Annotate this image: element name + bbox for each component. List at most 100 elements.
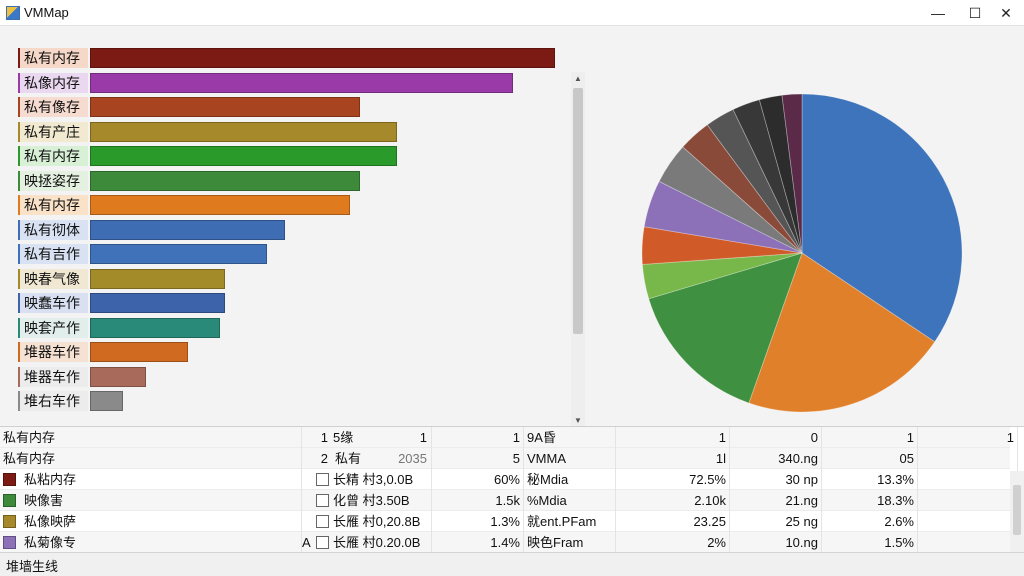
table-row[interactable]: 映像害 化曾 村3.50B 1.5k %Mdia 2.10k 21.ng 18.3% — [0, 490, 1018, 511]
table-cell: 映色Fram — [524, 532, 616, 553]
bar-mark[interactable] — [90, 121, 397, 142]
bar-row[interactable]: 堆器车作 — [18, 366, 570, 388]
table-cell: 1 — [320, 430, 328, 445]
table-cell: 私像映萨 — [0, 511, 302, 532]
bar-category-label: 堆器车作 — [18, 342, 88, 362]
pie-slice[interactable] — [781, 93, 803, 254]
bar-row[interactable]: 映套产作 — [18, 317, 570, 339]
bar-category-label: 私有像存 — [18, 97, 88, 117]
pie-slice[interactable] — [748, 252, 936, 413]
table-cell: 13.3% — [822, 469, 918, 490]
bar-mark[interactable] — [90, 97, 360, 117]
minimize-button[interactable]: — — [931, 5, 945, 21]
table-row[interactable]: 私像映萨 长雁 村0,20.8B 1.3% 就ent.PFam 23.25 25 ng 2.… — [0, 511, 1018, 532]
table-cell: 0 — [730, 427, 822, 448]
bar-row[interactable]: 映拯姿存 — [18, 170, 570, 192]
color-swatch-icon — [3, 515, 16, 528]
row-checkbox[interactable] — [316, 515, 329, 528]
table-scroll-thumb[interactable] — [1013, 485, 1021, 535]
bar-row[interactable]: 映春气像 — [18, 268, 570, 290]
close-button[interactable]: ✕ — [1000, 5, 1012, 21]
table-cell: 10.ng — [730, 532, 822, 553]
table-cell: 秘Mdia — [524, 469, 616, 490]
row-checkbox[interactable] — [316, 536, 329, 549]
cell-text: 2035 — [398, 451, 427, 466]
pie-slice[interactable] — [641, 252, 803, 300]
table-cell: 1.3% — [432, 511, 524, 532]
bar-row[interactable]: 映蠢车作 — [18, 292, 570, 314]
table-header-row[interactable]: 私有内存 2 私有 2035 5 VMMA 1l 340.ng 05 — [0, 448, 1018, 469]
bar-category-label: 映套产作 — [18, 317, 88, 338]
table-cell: 340.ng — [730, 448, 822, 469]
table-cell: VMMA — [524, 448, 616, 469]
bar-row[interactable]: 私有内存 — [18, 47, 570, 69]
table-header-row[interactable]: 私有内存 1 5缘 1 1 9A昏 1 0 1 1 — [0, 427, 1018, 448]
maximize-button[interactable]: ☐ — [968, 5, 982, 21]
table-row[interactable]: 私菊像专 A 长雁 村0.20.0B 1.4% 映色Fram 2% 10.ng 1.5% — [0, 532, 1018, 553]
bar-mark[interactable] — [90, 170, 360, 191]
table-cell: 9A昏 — [524, 427, 616, 448]
cell-text: 1 — [419, 430, 427, 445]
table-cell: 长雁 村0,20.8B — [330, 511, 432, 532]
pie-slice[interactable] — [648, 252, 803, 404]
table-cell: 1 — [822, 427, 918, 448]
bar-mark[interactable] — [90, 195, 351, 215]
bar-mark[interactable] — [90, 72, 514, 93]
bar-mark[interactable] — [90, 391, 123, 411]
pie-slice[interactable] — [682, 124, 803, 254]
table-cell: 私有内存 — [0, 448, 302, 469]
table-cell: 映像害 — [0, 490, 302, 511]
bar-row[interactable]: 私有彻体 — [18, 219, 570, 241]
bar-category-label: 堆器车作 — [18, 366, 88, 387]
pie-slice[interactable] — [658, 146, 803, 254]
table-cell: 21.ng — [730, 490, 822, 511]
bar-row[interactable]: 私有吉作 — [18, 243, 570, 265]
table-cell: 长雁 村0.20.0B — [330, 532, 432, 553]
bar-mark[interactable] — [90, 293, 225, 313]
table-cell: 23.25 — [616, 511, 730, 532]
scroll-down-arrow-icon[interactable]: ▼ — [574, 416, 582, 425]
bar-category-label: 私有内存 — [18, 195, 88, 215]
bar-mark[interactable] — [90, 317, 221, 338]
row-checkbox[interactable] — [316, 494, 329, 507]
cell-text: 5缘 — [333, 430, 354, 445]
bar-row[interactable]: 私有像存 — [18, 96, 570, 118]
pie-slice[interactable] — [706, 108, 803, 254]
bar-row[interactable]: 堆器车作 — [18, 341, 570, 363]
bar-row[interactable]: 私像内存 — [18, 72, 570, 94]
pie-slice[interactable] — [643, 180, 803, 254]
table-cell: 5 — [432, 448, 524, 469]
bar-category-label: 映拯姿存 — [18, 170, 88, 191]
table-vertical-scrollbar[interactable] — [1010, 471, 1024, 553]
table-cell: 2 — [320, 451, 328, 466]
pie-slice[interactable] — [801, 93, 963, 343]
row-checkbox[interactable] — [316, 473, 329, 486]
bar-mark[interactable] — [90, 219, 286, 240]
bar-mark[interactable] — [90, 244, 267, 264]
table-cell: A — [302, 532, 330, 553]
bar-category-label: 私有彻体 — [18, 219, 88, 240]
pie-slice[interactable] — [758, 94, 803, 254]
bar-mark[interactable] — [90, 342, 188, 362]
table-cell: 长精 村3,0.0B — [330, 469, 432, 490]
scroll-up-arrow-icon[interactable]: ▲ — [574, 74, 582, 83]
bar-row[interactable]: 私有内存 — [18, 194, 570, 216]
bar-chart-vertical-scrollbar[interactable]: ▲ ▼ — [571, 72, 585, 428]
table-cell: 5缘 1 — [330, 427, 432, 448]
bar-mark[interactable] — [90, 48, 555, 68]
row-name: 私菊像专 — [24, 535, 77, 550]
status-text: 堆墙生线 — [6, 559, 59, 574]
bar-row[interactable]: 私有产庄 — [18, 121, 570, 143]
bar-row[interactable]: 堆右车作 — [18, 390, 570, 412]
bar-row[interactable]: 私有内存 — [18, 145, 570, 167]
pie-slice[interactable] — [732, 99, 803, 254]
bar-mark[interactable] — [90, 366, 146, 387]
bar-mark[interactable] — [90, 146, 397, 166]
table-row[interactable]: 私粘内存 长精 村3,0.0B 60% 秘Mdia 72.5% 30 np 13.3% — [0, 469, 1018, 490]
table-cell: 2% — [616, 532, 730, 553]
table-cell — [918, 469, 1018, 490]
pie-slice[interactable] — [641, 226, 803, 265]
bar-mark[interactable] — [90, 268, 225, 289]
table-cell: 1.5% — [822, 532, 918, 553]
vertical-scroll-thumb[interactable] — [573, 88, 583, 334]
